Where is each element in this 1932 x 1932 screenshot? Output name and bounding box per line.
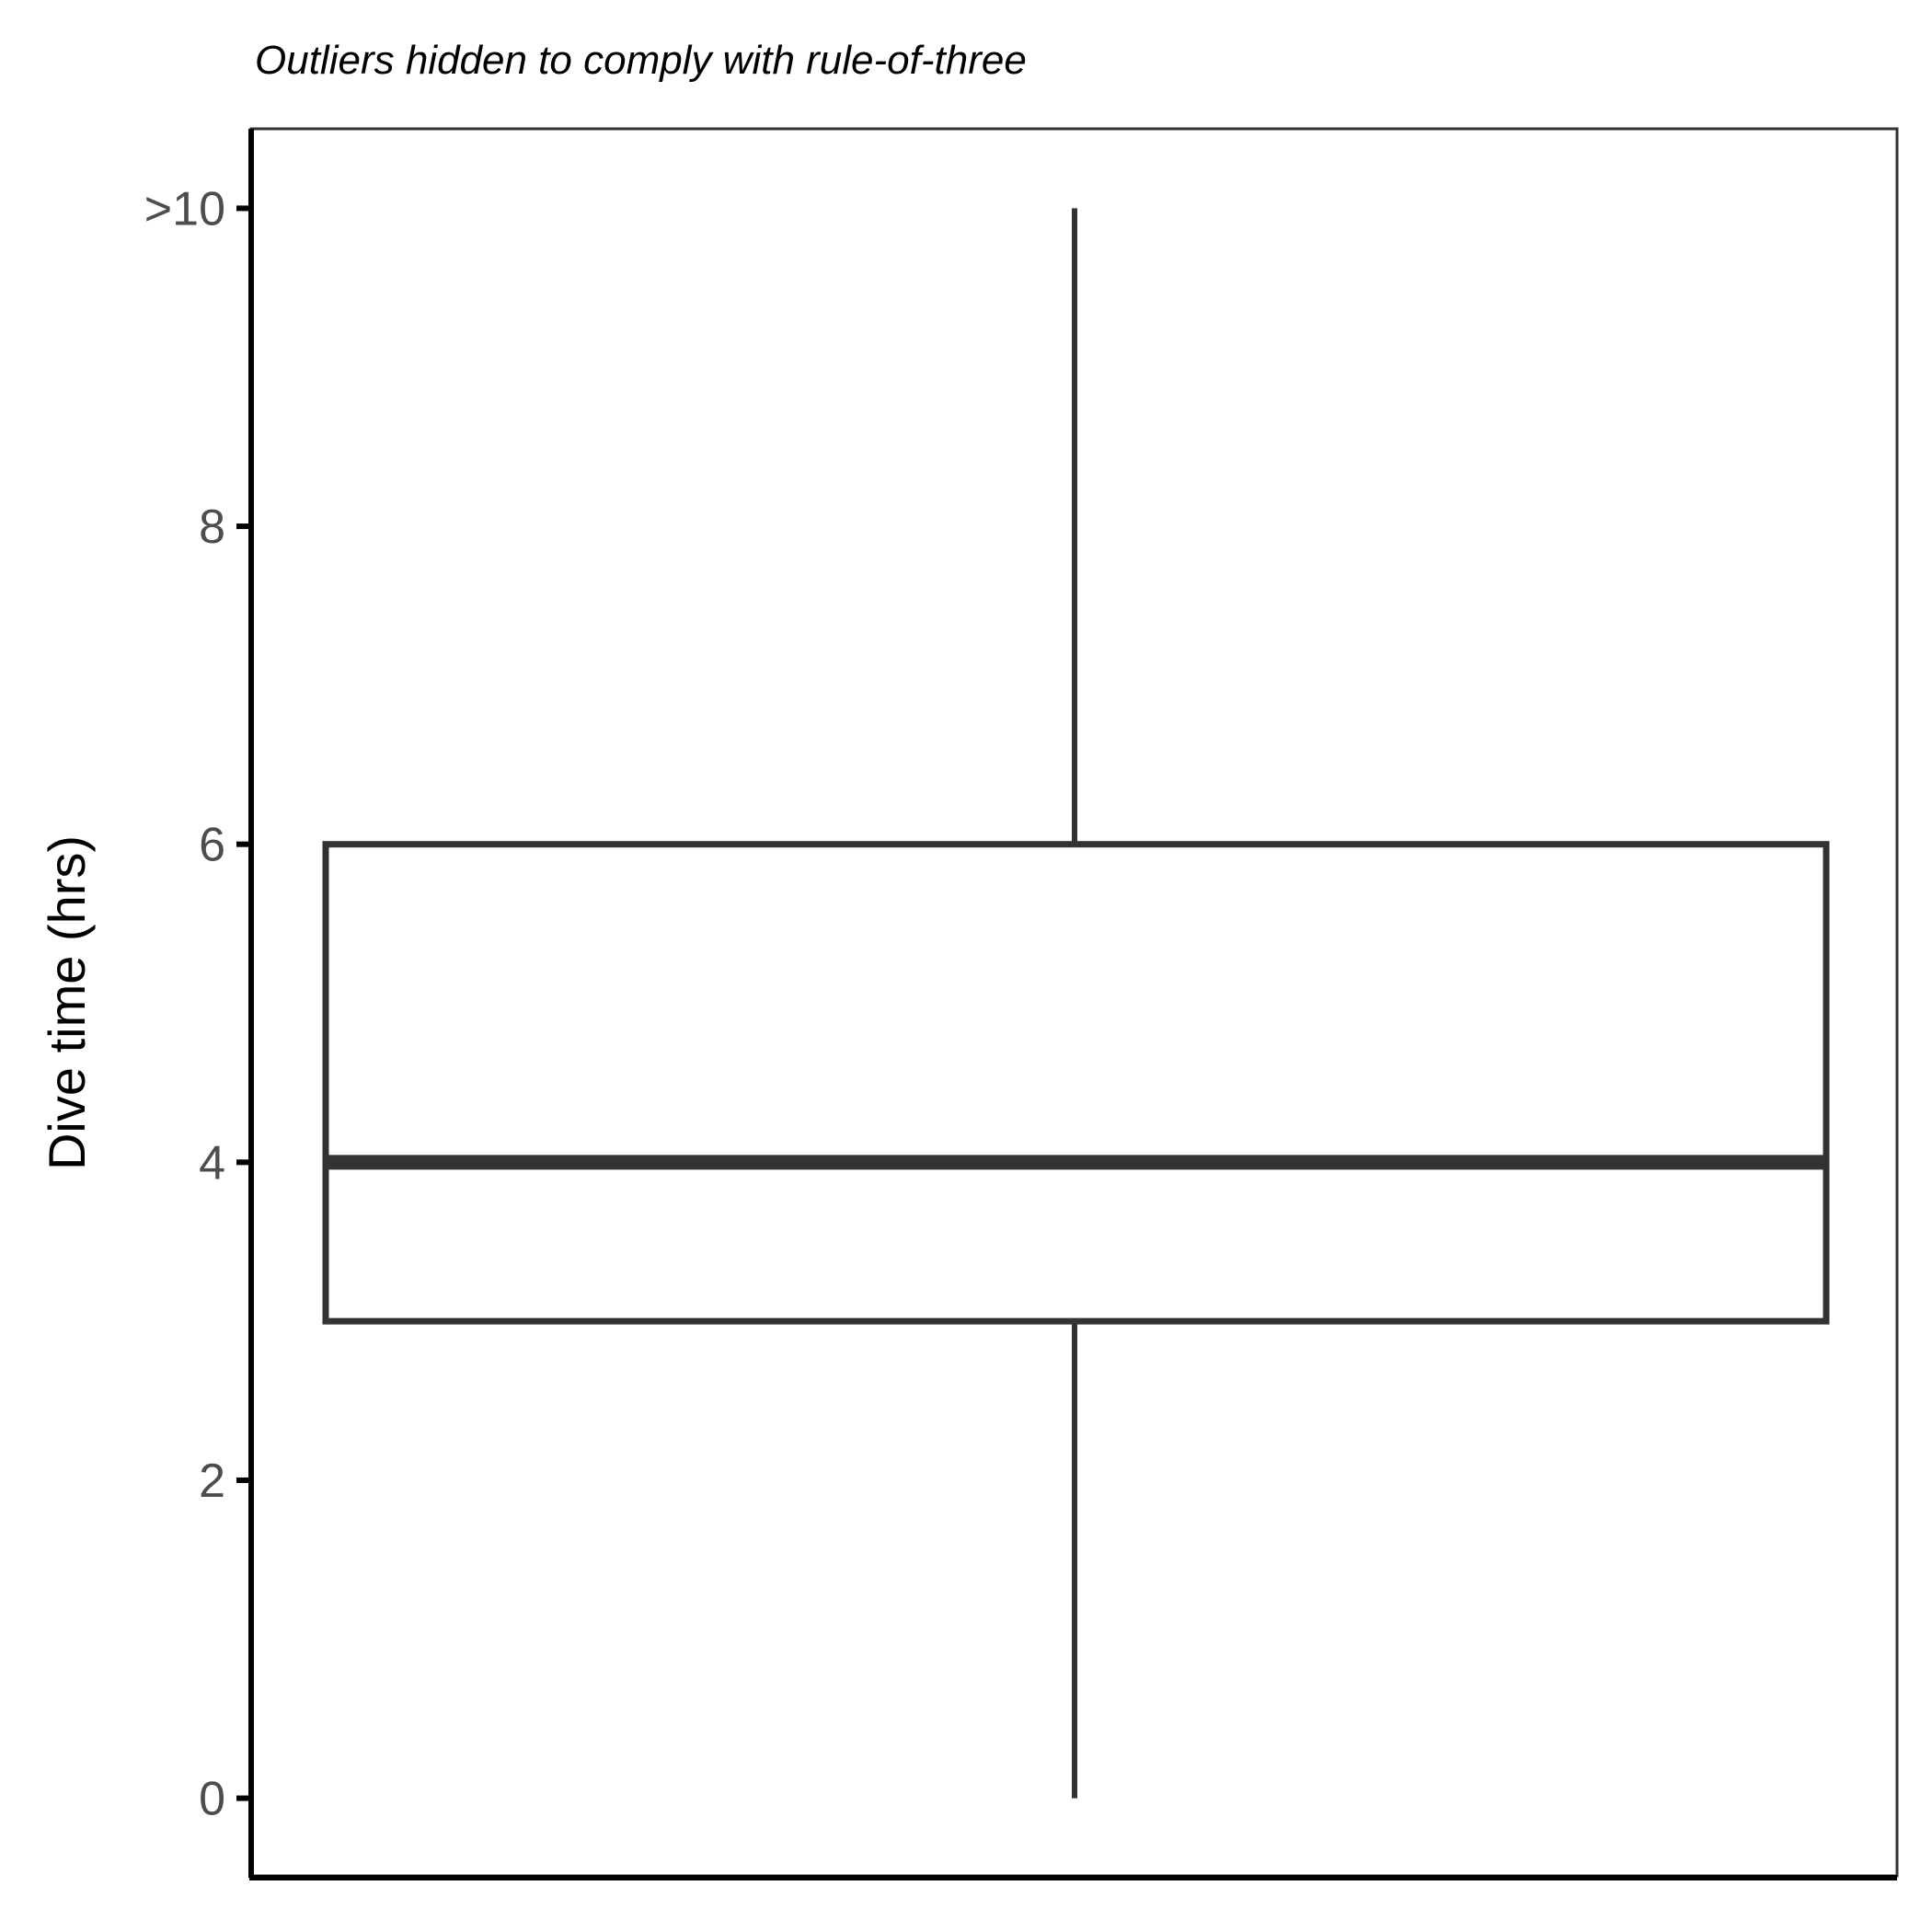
box-plot (322, 208, 1830, 1799)
y-tick-label: >10 (144, 182, 225, 236)
y-tick-label: 0 (199, 1773, 225, 1826)
y-tick-label: 6 (199, 819, 225, 872)
y-tick-label: 2 (199, 1455, 225, 1508)
y-tick-label: 4 (199, 1136, 225, 1190)
chart-subtitle: Outliers hidden to comply with rule-of-t… (255, 38, 1027, 83)
y-tick-label: 8 (199, 500, 225, 554)
y-axis-title: Dive time (hrs) (38, 835, 96, 1170)
y-axis-ticks: 0 2 4 6 8 >10 (144, 182, 251, 1826)
interquartile-box (322, 841, 1830, 1325)
